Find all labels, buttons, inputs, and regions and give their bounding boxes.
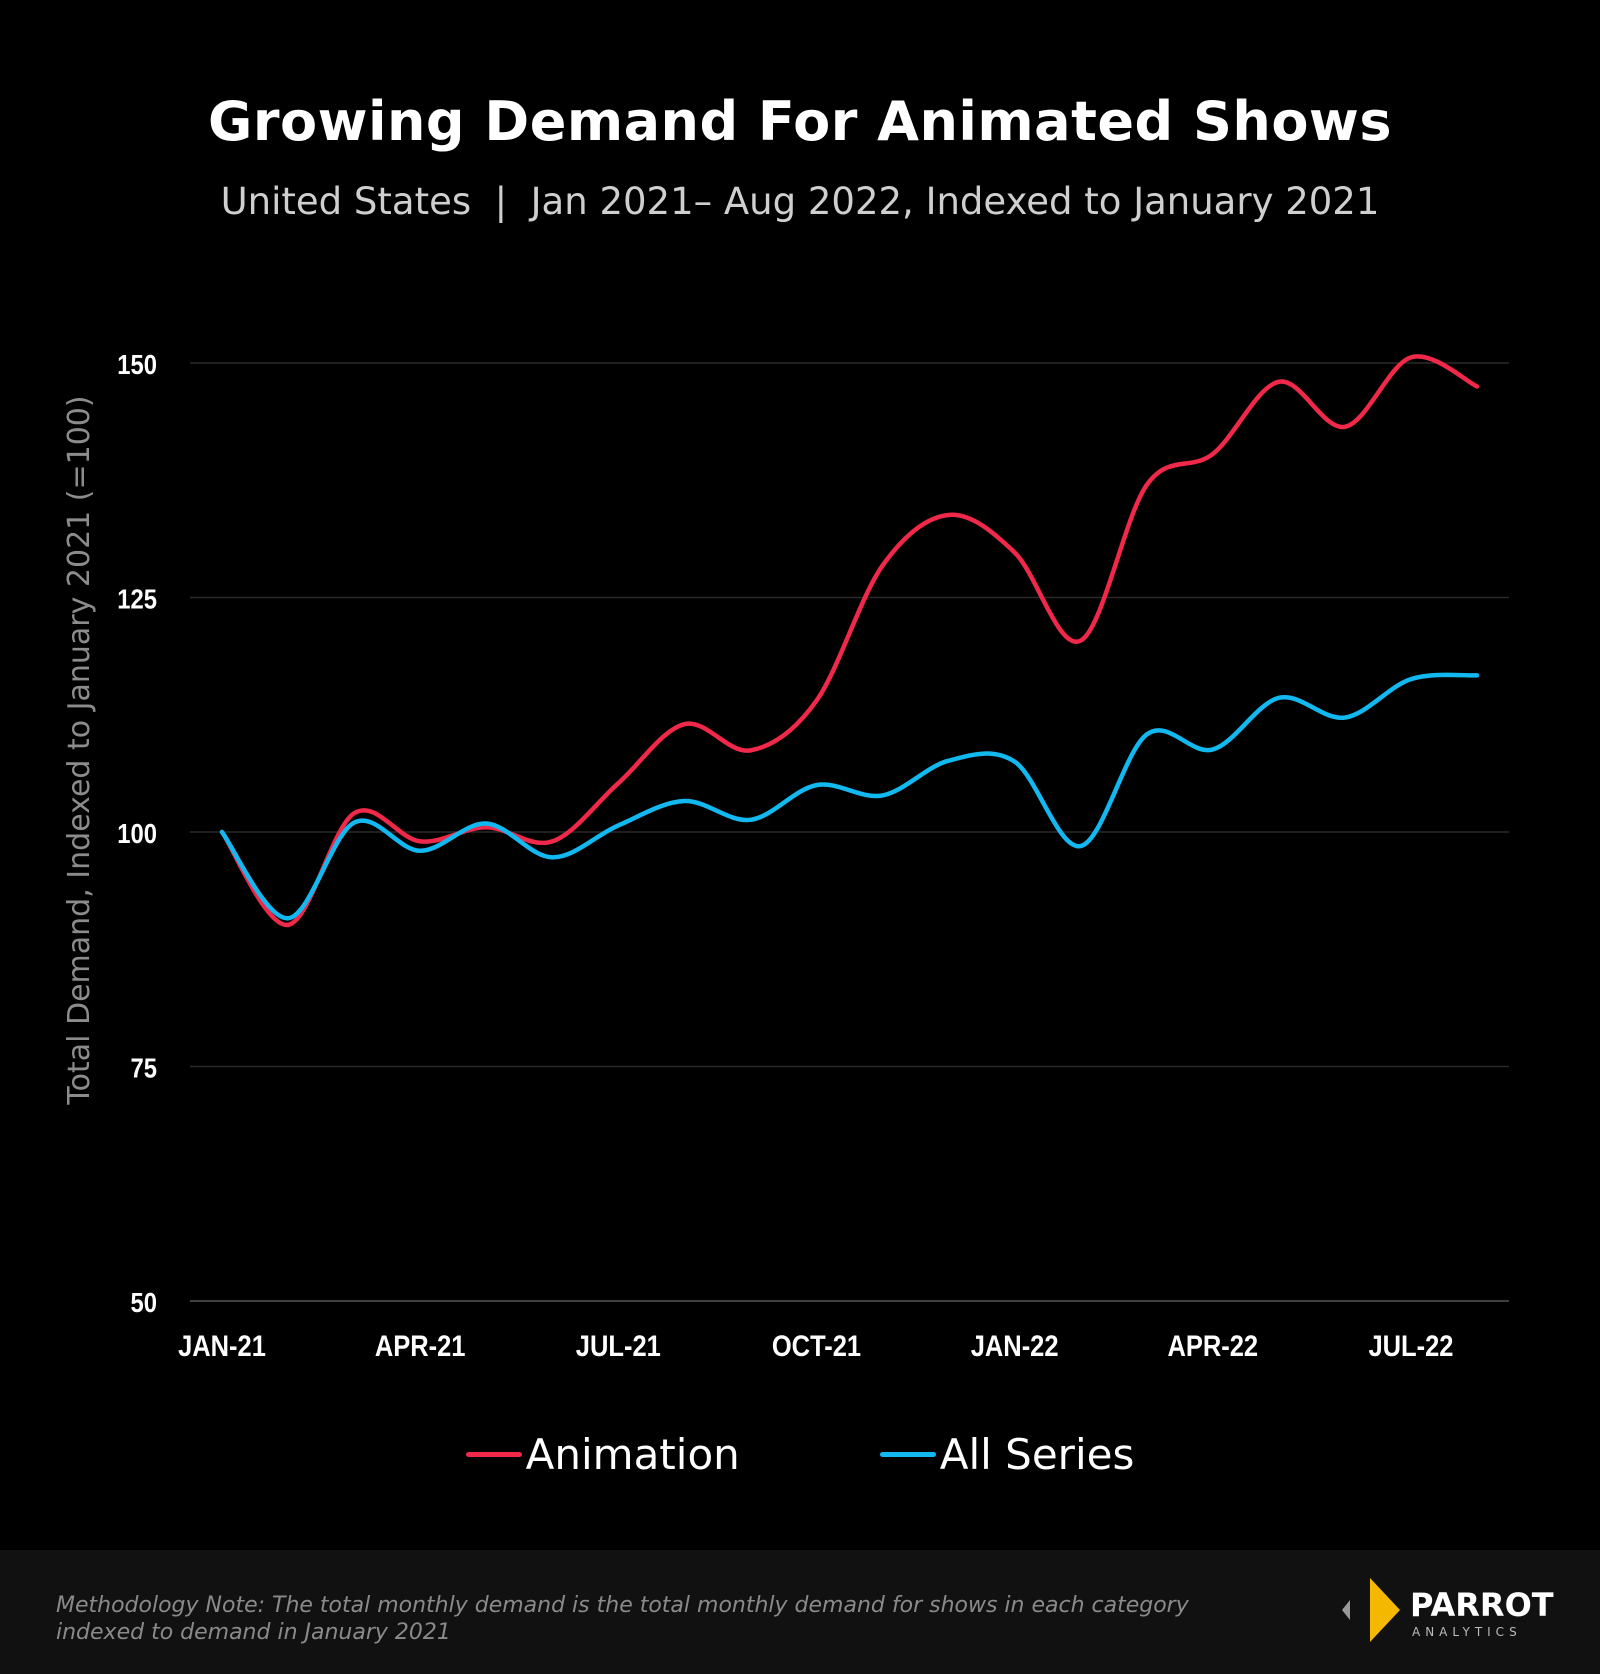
legend: Animation All Series — [0, 1430, 1600, 1479]
note-line: Methodology Note: The total monthly dema… — [56, 1593, 1189, 1618]
legend-swatch — [465, 1452, 522, 1457]
gridlines — [190, 362, 1509, 1302]
parrot-analytics-logo: PARROT ANALYTICS — [1342, 1578, 1554, 1642]
series-line-all-series — [219, 672, 1480, 921]
methodology-note: Methodology Note: The total monthly dema… — [56, 1592, 1256, 1646]
x-tick-label: OCT-21 — [772, 1329, 861, 1362]
x-tick-label: APR-21 — [375, 1329, 466, 1362]
legend-label: All Series — [939, 1430, 1135, 1479]
note-line: indexed to demand in January 2021 — [56, 1620, 451, 1645]
x-tick-label: JAN-21 — [178, 1329, 266, 1362]
legend-item-animation: Animation — [465, 1430, 740, 1479]
y-tick-labels: 50 75 100 125 150 — [117, 348, 157, 1318]
legend-swatch — [879, 1452, 936, 1457]
y-tick-label: 50 — [131, 1286, 157, 1318]
y-tick-label: 100 — [117, 817, 157, 849]
chart-subtitle: United States | Jan 2021– Aug 2022, Inde… — [220, 180, 1380, 223]
svg-text:PARROT: PARROT — [1410, 1586, 1554, 1624]
y-axis-label: Total Demand, Indexed to January 2021 (=… — [62, 395, 97, 1105]
series-lines — [219, 354, 1480, 928]
y-tick-label: 75 — [131, 1052, 157, 1084]
x-tick-label: JAN-22 — [971, 1329, 1059, 1362]
x-tick-label: JUL-21 — [576, 1329, 661, 1362]
x-tick-label: APR-22 — [1167, 1329, 1258, 1362]
x-tick-label: JUL-22 — [1368, 1329, 1453, 1362]
series-line-animation — [219, 354, 1480, 928]
footer: Methodology Note: The total monthly dema… — [0, 1550, 1600, 1674]
legend-item-all-series: All Series — [879, 1430, 1135, 1479]
legend-label: Animation — [525, 1430, 740, 1479]
chart-title: Growing Demand For Animated Shows — [208, 90, 1392, 153]
y-tick-label: 125 — [117, 583, 157, 615]
y-tick-label: 150 — [117, 348, 157, 380]
x-tick-labels: JAN-21 APR-21 JUL-21 OCT-21 JAN-22 APR-22 JUL-… — [178, 1329, 1453, 1362]
svg-text:ANALYTICS: ANALYTICS — [1412, 1625, 1522, 1639]
